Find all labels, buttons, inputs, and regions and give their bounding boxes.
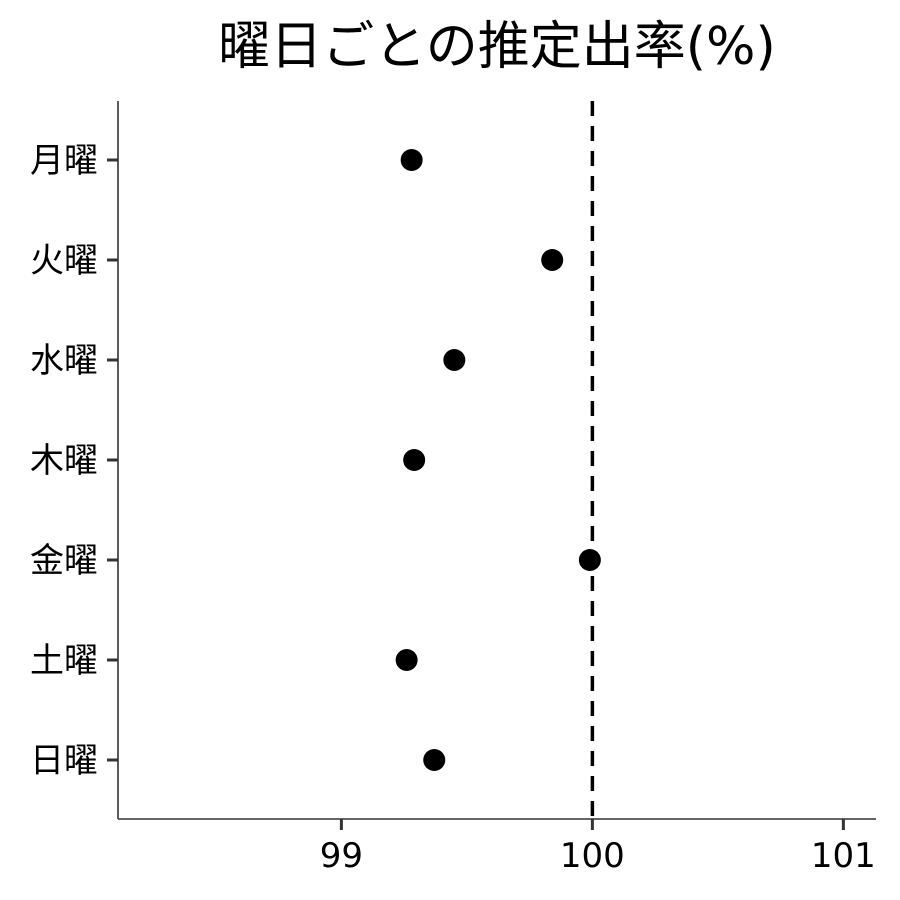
y-tick-label-2: 火曜 [30,241,98,281]
y-tick-label-4: 木曜 [30,441,98,481]
data-point-4 [403,449,426,471]
y-tick-label-6: 土曜 [30,641,98,681]
data-point-5 [578,549,601,571]
y-tick-label-5: 金曜 [30,541,98,581]
x-tick-label-100: 100 [560,836,625,876]
data-point-2 [541,249,564,271]
x-tick-label-101: 101 [811,836,876,876]
data-point-3 [443,349,466,371]
data-point-6 [395,649,418,671]
y-tick-label-7: 日曜 [30,741,98,781]
x-tick-label-99: 99 [320,836,363,876]
y-tick-label-3: 水曜 [30,341,98,381]
y-tick-label-1: 月曜 [30,141,98,181]
chart-title: 曜日ごとの推定出率(%) [218,17,775,77]
data-point-7 [423,749,446,771]
data-point-1 [400,149,423,171]
